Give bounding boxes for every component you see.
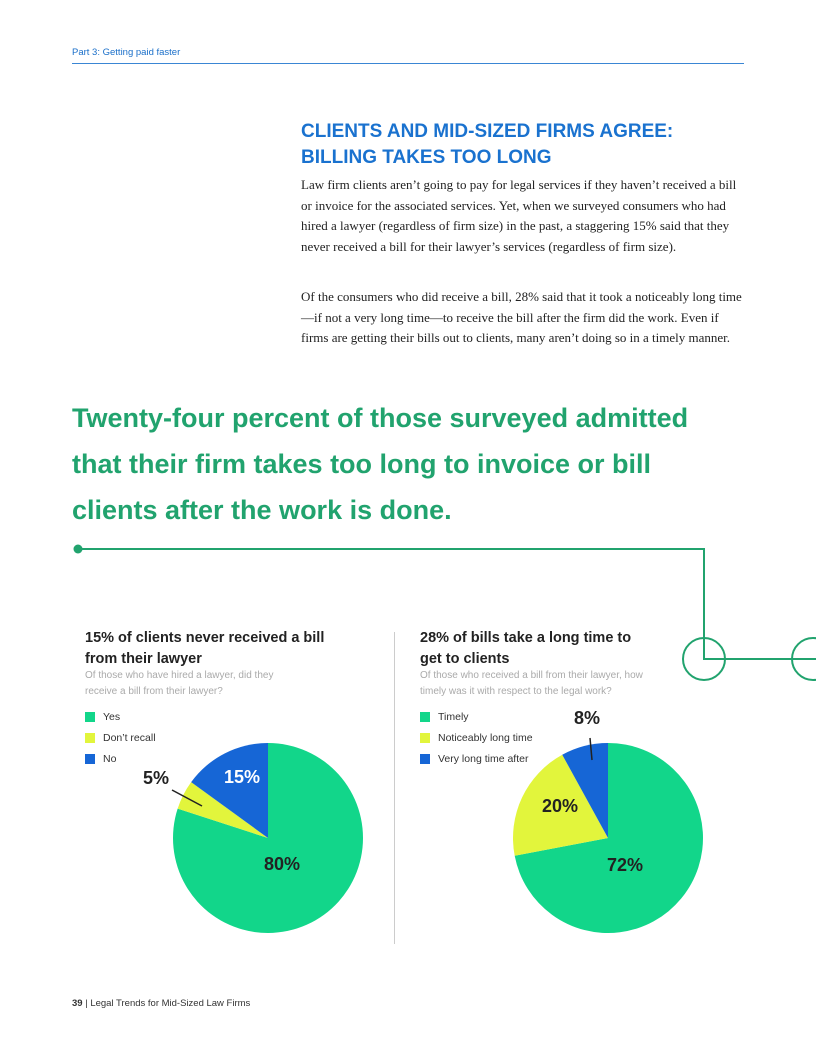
legend-label: Don’t recall — [103, 731, 156, 744]
label-leader-line — [589, 737, 593, 761]
legend-swatch — [420, 732, 430, 743]
chart-1-subtitle: Of those who have hired a lawyer, did th… — [85, 670, 274, 697]
chart-2-title: 28% of bills take a long time to get to … — [420, 630, 632, 667]
page-number: 39 — [72, 998, 83, 1009]
legend-item: Noticeably long time — [420, 727, 533, 748]
data-label: 80% — [264, 854, 300, 874]
pie-slice-very-long-time-after — [562, 743, 608, 838]
paragraph-1: Law firm clients aren’t going to pay for… — [301, 177, 737, 254]
legend-swatch — [85, 732, 95, 743]
data-label: 20% — [542, 796, 578, 816]
legend-label: Yes — [103, 710, 121, 723]
heading-line-1: CLIENTS AND MID-SIZED FIRMS AGREE: — [301, 121, 674, 142]
legend-label: Very long time after — [438, 752, 529, 765]
chart-1-legend: Yes Don’t recall No — [85, 706, 156, 769]
data-label: 72% — [607, 855, 643, 875]
chart-2-subtitle: Of those who received a bill from their … — [420, 670, 643, 697]
label-leader-line — [171, 789, 203, 807]
connector-line — [78, 548, 816, 660]
chart-2-legend: Timely Noticeably long time Very long ti… — [420, 706, 533, 769]
pull-quote: Twenty-four percent of those surveyed ad… — [72, 403, 689, 525]
pie-slice-timely — [514, 743, 703, 933]
section-header: Part 3: Getting paid faster — [72, 47, 181, 58]
legend-item: Timely — [420, 706, 533, 727]
data-label: 8% — [574, 708, 600, 728]
legend-label: No — [103, 752, 117, 765]
chart-divider — [394, 632, 395, 944]
data-label: 5% — [143, 768, 169, 788]
pie-slice-don-t-recall — [177, 782, 268, 838]
legend-item: No — [85, 748, 156, 769]
legend-swatch — [85, 753, 95, 764]
legend-item: Very long time after — [420, 748, 533, 769]
legend-swatch — [85, 711, 95, 722]
footer-separator: | — [85, 998, 88, 1009]
legend-swatch — [420, 711, 430, 722]
article-heading: CLIENTS AND MID-SIZED FIRMS AGREE: BILLI… — [301, 119, 673, 171]
legend-item: Don’t recall — [85, 727, 156, 748]
footer: 39 | Legal Trends for Mid-Sized Law Firm… — [72, 998, 250, 1009]
connector-circle — [682, 637, 726, 681]
pie-slice-no — [191, 743, 268, 838]
footer-title: Legal Trends for Mid-Sized Law Firms — [90, 998, 251, 1009]
heading-line-2: BILLING TAKES TOO LONG — [301, 147, 552, 168]
header-divider — [72, 63, 744, 64]
legend-swatch — [420, 753, 430, 764]
pie-slice-noticeably-long-time — [513, 754, 608, 856]
connector-circle — [791, 637, 816, 681]
legend-label: Noticeably long time — [438, 731, 533, 744]
legend-label: Timely — [438, 710, 469, 723]
chart-1-title: 15% of clients never received a bill fro… — [85, 630, 325, 667]
paragraph-2: Of the consumers who did receive a bill,… — [301, 289, 742, 345]
data-label: 15% — [224, 767, 260, 787]
legend-item: Yes — [85, 706, 156, 727]
